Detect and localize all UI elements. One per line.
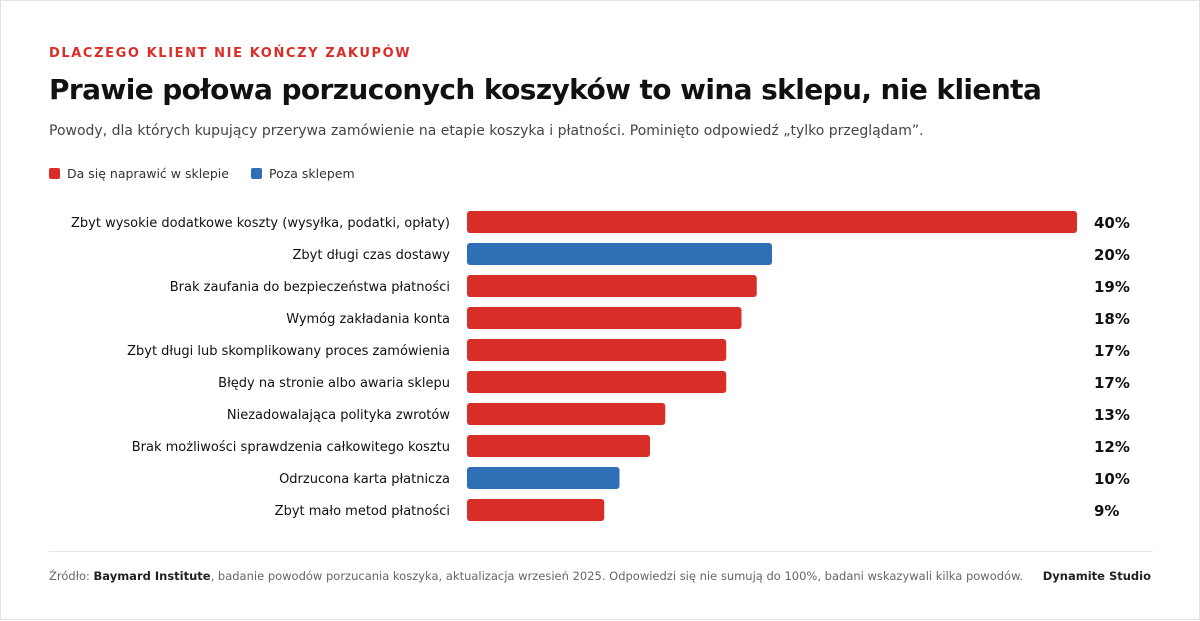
- value-label: 18%: [1094, 310, 1130, 328]
- bar: [467, 307, 742, 329]
- bar: [467, 211, 1077, 233]
- legend-item-external: Poza sklepem: [250, 166, 355, 181]
- value-label: 17%: [1094, 342, 1130, 360]
- bar: [467, 243, 772, 265]
- chart-subtitle: Powody, dla których kupujący przerywa za…: [49, 123, 924, 139]
- category-label: Brak zaufania do bezpieczeństwa płatnośc…: [170, 280, 450, 295]
- bar: [467, 275, 757, 297]
- source-rest: , badanie powodów porzucania koszyka, ak…: [210, 569, 1024, 583]
- category-label: Zbyt długi czas dostawy: [293, 248, 451, 263]
- legend-label-fixable: Da się naprawić w sklepie: [67, 166, 229, 181]
- bar: [467, 435, 650, 457]
- value-label: 13%: [1094, 406, 1130, 424]
- value-label: 19%: [1094, 278, 1130, 296]
- category-label: Niezadowalająca polityka zwrotów: [227, 408, 450, 423]
- legend-swatch-external: [250, 168, 262, 179]
- value-label: 10%: [1094, 470, 1130, 488]
- bar: [467, 339, 727, 361]
- legend-swatch-fixable: [49, 168, 60, 179]
- legend-item-fixable: Da się naprawić w sklepie: [49, 166, 229, 181]
- eyebrow-label: DLACZEGO KLIENT NIE KOŃCZY ZAKUPÓW: [49, 46, 412, 61]
- bar: [467, 371, 727, 393]
- bar: [467, 403, 666, 425]
- source-note: Źródło: Baymard Institute, badanie powod…: [49, 569, 1023, 583]
- value-label: 40%: [1094, 214, 1130, 232]
- source-prefix: Źródło:: [49, 569, 94, 583]
- category-label: Błędy na stronie albo awaria sklepu: [218, 376, 450, 391]
- legend-label-external: Poza sklepem: [268, 166, 355, 181]
- category-label: Wymóg zakładania konta: [286, 312, 450, 327]
- category-label: Zbyt wysokie dodatkowe koszty (wysyłka, …: [71, 216, 450, 231]
- legend: Da się naprawić w sklepie Poza sklepem: [49, 166, 355, 181]
- value-label: 17%: [1094, 374, 1130, 392]
- bar: [467, 499, 605, 521]
- value-label: 9%: [1094, 502, 1119, 520]
- value-label: 12%: [1094, 438, 1130, 456]
- bar: [467, 467, 620, 489]
- source-name: Baymard Institute: [93, 569, 211, 583]
- category-label: Zbyt mało metod płatności: [275, 504, 450, 519]
- brand-label: Dynamite Studio: [1042, 569, 1151, 583]
- chart-title: Prawie połowa porzuconych koszyków to wi…: [49, 73, 1042, 106]
- category-label: Brak możliwości sprawdzenia całkowitego …: [132, 440, 450, 455]
- footer-divider: [49, 551, 1153, 552]
- value-label: 20%: [1094, 246, 1130, 264]
- category-label: Odrzucona karta płatnicza: [279, 472, 450, 487]
- category-label: Zbyt długi lub skomplikowany proces zamó…: [127, 344, 450, 359]
